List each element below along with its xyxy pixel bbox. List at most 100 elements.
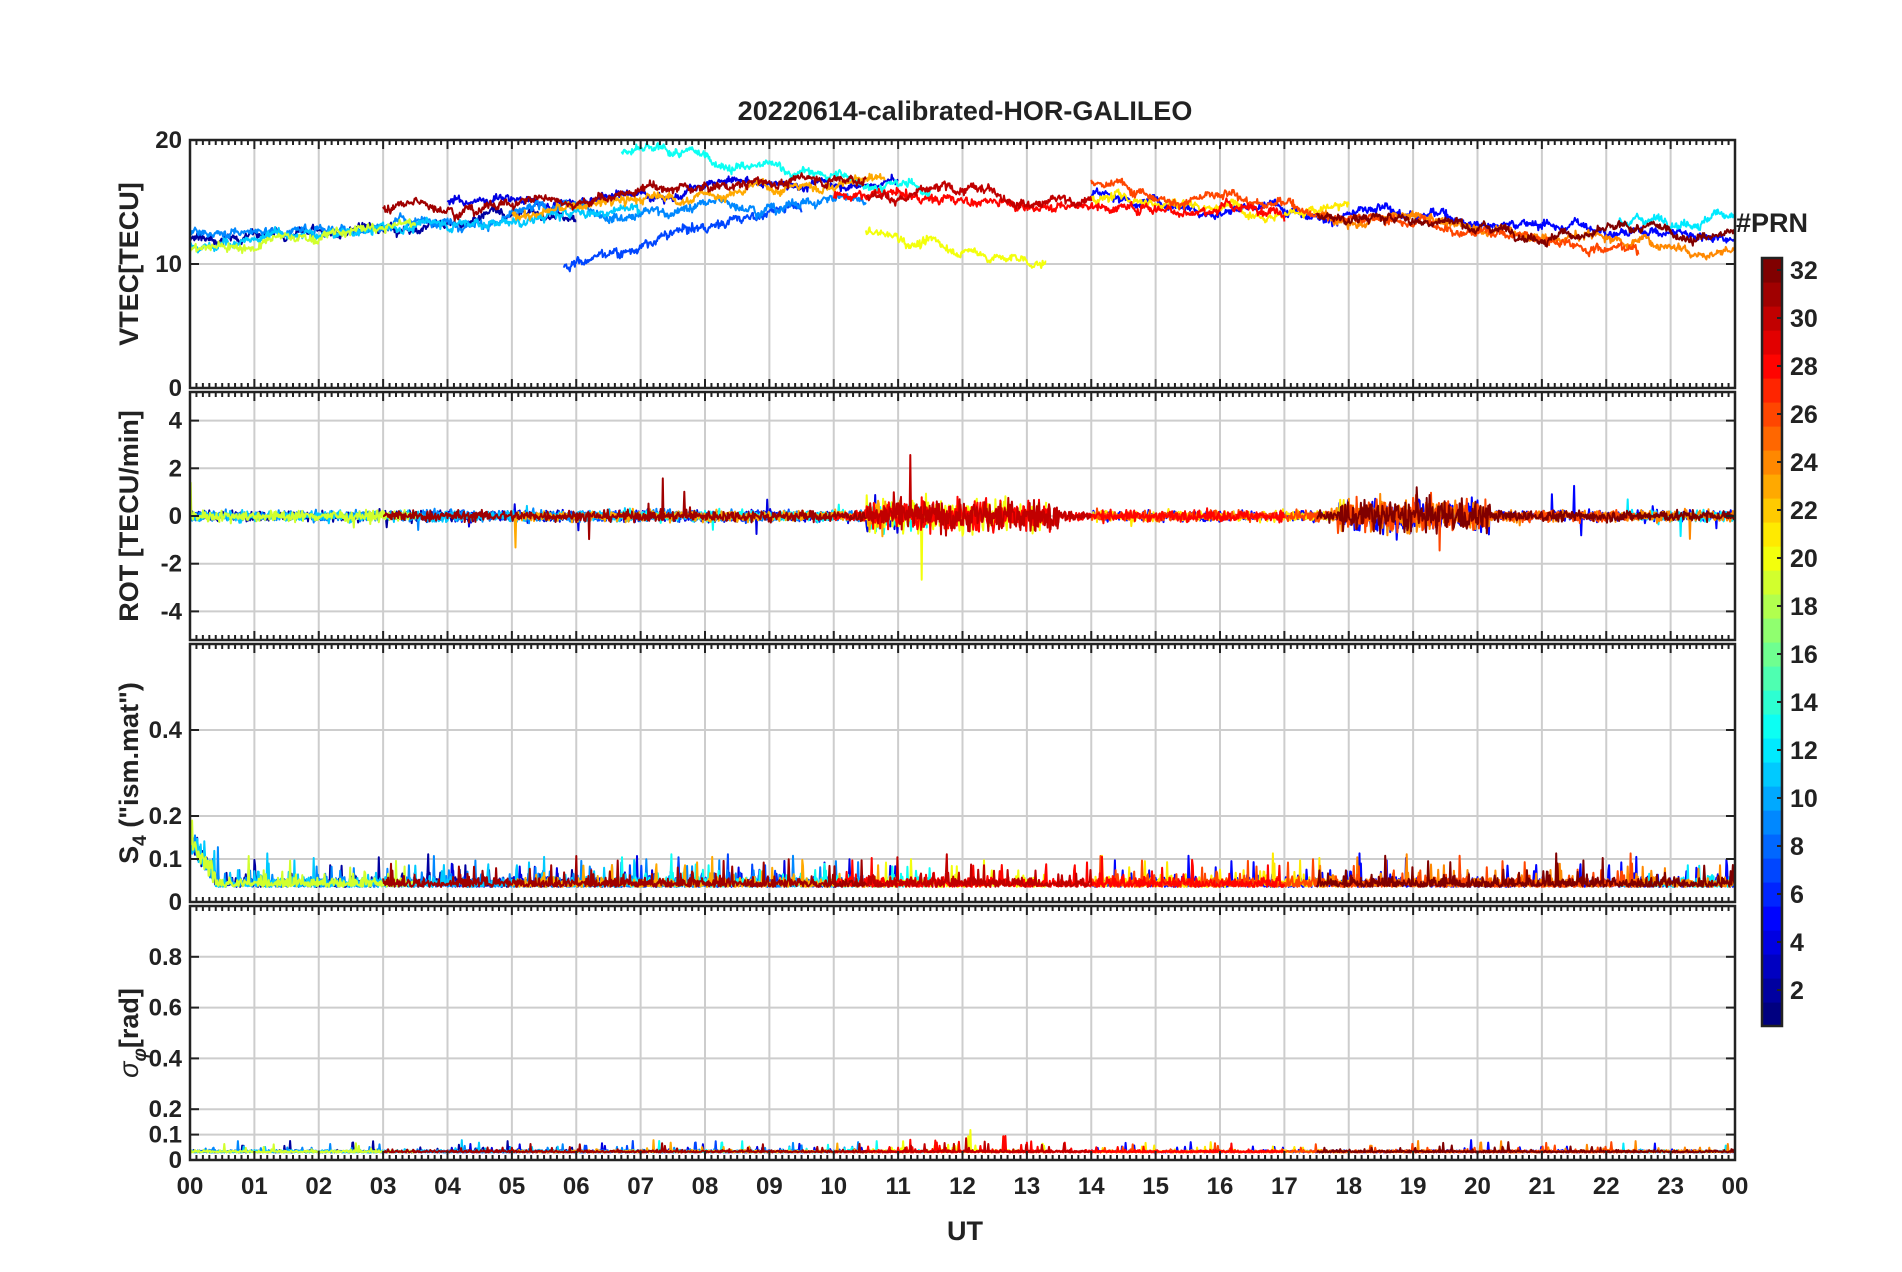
y-axis-label-rest: ("ism.mat") (114, 682, 144, 835)
y-tick-label: 0.1 (149, 846, 182, 873)
x-tick-label: 08 (692, 1173, 719, 1200)
colorbar-tick-label: 18 (1790, 593, 1818, 621)
x-tick-label: 00 (1722, 1173, 1749, 1200)
y-axis-label-s4: S4 ("ism.mat") (114, 682, 151, 864)
x-tick-label: 15 (1142, 1173, 1169, 1200)
y-tick-label: 2 (169, 455, 182, 482)
colorbar-swatch-prn-25 (1762, 426, 1782, 451)
series-group (190, 454, 1735, 581)
colorbar-swatch-prn-21 (1762, 522, 1782, 547)
colorbar-swatch-prn-19 (1762, 570, 1782, 595)
y-tick-label: -2 (161, 551, 182, 578)
colorbar-swatch-prn-6 (1762, 882, 1782, 907)
y-tick-label: -4 (161, 598, 183, 625)
colorbar-tick-label: 10 (1790, 785, 1818, 813)
colorbar-swatch-prn-28 (1762, 354, 1782, 379)
colorbar-swatch-prn-22 (1762, 498, 1782, 523)
x-tick-label: 11 (885, 1173, 910, 1200)
colorbar-tick-label: 4 (1790, 929, 1804, 957)
y-tick-label: 4 (169, 408, 183, 435)
series-prn-32 (1315, 852, 1735, 888)
y-tick-label: 0 (169, 503, 182, 530)
colorbar-swatch-prn-16 (1762, 642, 1782, 667)
colorbar-swatch-prn-8 (1762, 834, 1782, 859)
colorbar-tick-label: 20 (1790, 545, 1818, 573)
chart-title: 20220614-calibrated-HOR-GALILEO (738, 96, 1193, 126)
colorbar-swatch-prn-7 (1762, 858, 1782, 883)
colorbar-swatch-prn-12 (1762, 738, 1782, 763)
colorbar-swatch-prn-5 (1762, 906, 1782, 931)
y-axis-label-sub: φ (130, 1048, 151, 1061)
colorbar-tick-label: 22 (1790, 497, 1818, 525)
y-tick-label: 0.6 (149, 995, 182, 1022)
colorbar-swatch-prn-20 (1762, 546, 1782, 571)
series-prn-31 (382, 1142, 867, 1154)
y-tick-label: 0.2 (149, 803, 182, 830)
series-prn-26 (1090, 177, 1640, 258)
colorbar-tick-label: 32 (1790, 257, 1818, 285)
y-tick-label: 20 (155, 127, 182, 154)
colorbar-swatch-prn-4 (1762, 930, 1782, 955)
colorbar-swatch-prn-2 (1762, 978, 1782, 1003)
colorbar-tick-label: 12 (1790, 737, 1818, 765)
series-prn-12 (1618, 208, 1735, 232)
y-axis-label-vtec: VTEC[TECU] (114, 182, 144, 346)
colorbar-swatch-prn-18 (1762, 594, 1782, 619)
y-axis-label-main: S (114, 846, 144, 864)
series-prn-19 (190, 481, 417, 529)
y-axis-label-rest: [rad] (114, 988, 144, 1048)
colorbar-tick-label: 26 (1790, 401, 1818, 429)
y-tick-label: 0 (169, 375, 182, 402)
panel-sigphi: 00.10.2 0.4 0.6 0.8 σφ[rad] (114, 904, 1737, 1174)
colorbar-tick-label: 30 (1790, 305, 1818, 333)
series-prn-31 (382, 855, 867, 888)
x-tick-label: 18 (1335, 1173, 1362, 1200)
colorbar-tick-label: 2 (1790, 977, 1804, 1005)
series-prn-30 (865, 180, 1093, 210)
series-prn-19 (190, 218, 417, 255)
x-tick-label: 09 (756, 1173, 783, 1200)
x-tick-label: 16 (1207, 1173, 1234, 1200)
colorbar-swatch-prn-1 (1762, 1002, 1782, 1027)
colorbar-swatch-prn-29 (1762, 330, 1782, 355)
x-tick-label: 03 (370, 1173, 397, 1200)
y-tick-label: 0.4 (149, 717, 183, 744)
x-tick-label: 10 (820, 1173, 847, 1200)
series-prn-30 (864, 1137, 1093, 1154)
series-prn-19 (190, 1142, 417, 1154)
colorbar-tick-label: 16 (1790, 641, 1818, 669)
colorbar-swatch-prn-27 (1762, 378, 1782, 403)
series-prn-4 (446, 173, 899, 212)
panel-rot: -4 -2 0 2 4 ROT [TECU/min] (114, 390, 1737, 642)
colorbar-swatch-prn-26 (1762, 402, 1782, 427)
series-prn-19 (190, 819, 416, 888)
x-tick-label: 19 (1400, 1173, 1427, 1200)
colorbar-tick-label: 28 (1790, 353, 1818, 381)
y-axis-label-sigphi: σφ[rad] (114, 988, 151, 1078)
x-tick-label: 12 (949, 1173, 976, 1200)
y-tick-label: 0.8 (149, 944, 182, 971)
x-tick-label: 06 (563, 1173, 590, 1200)
colorbar-swatch-prn-31 (1762, 282, 1782, 307)
series-group (190, 819, 1735, 888)
colorbar-swatch-prn-14 (1762, 690, 1782, 715)
colorbar-tick-label: 14 (1790, 689, 1818, 717)
series-prn-31 (382, 477, 867, 541)
x-tick-label: 23 (1657, 1173, 1684, 1200)
x-tick-label: 02 (305, 1173, 332, 1200)
colorbar-swatch-prn-10 (1762, 786, 1782, 811)
y-tick-label: 0.4 (149, 1045, 183, 1072)
series-prn-30 (865, 454, 1093, 537)
colorbar-swatch-prn-30 (1762, 306, 1782, 331)
series-group (190, 1129, 1735, 1154)
colorbar-swatch-prn-9 (1762, 810, 1782, 835)
colorbar-swatch-prn-32 (1762, 258, 1782, 283)
colorbar-swatch-prn-3 (1762, 954, 1782, 979)
x-tick-label: 14 (1078, 1173, 1105, 1200)
y-axis-label-main: σ (114, 1060, 144, 1078)
panel-s4: 0 0.1 0.2 0.4S4 ("ism.mat") (114, 642, 1737, 916)
colorbar-tick-label: 8 (1790, 833, 1804, 861)
y-axis-label-rot: ROT [TECU/min] (114, 410, 144, 621)
y-tick-label: 0 (169, 889, 182, 916)
